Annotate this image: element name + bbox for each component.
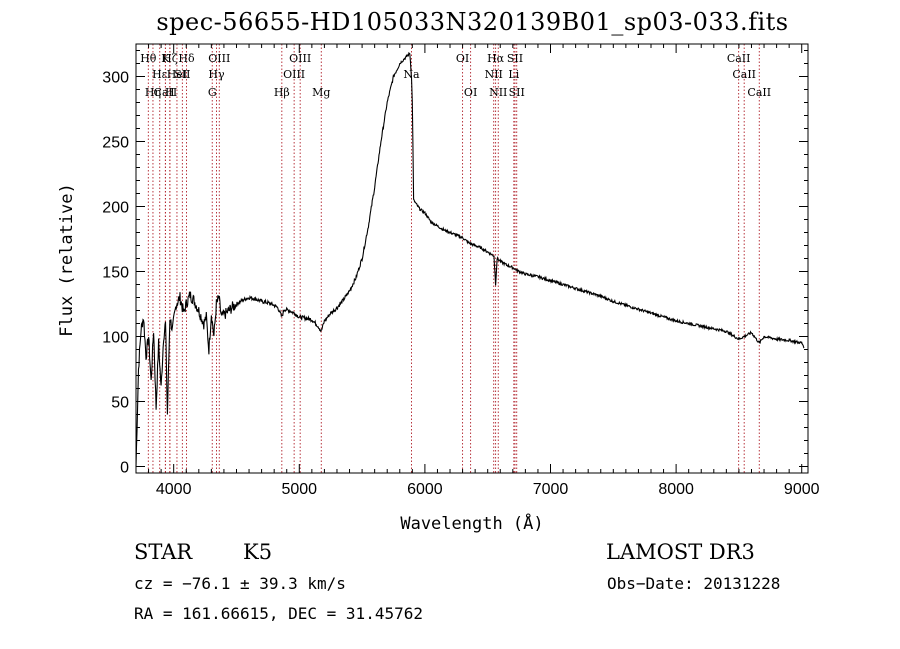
x-tick-label: 5000	[281, 481, 317, 498]
line-label: HeI	[167, 68, 187, 81]
line-label: CaII	[732, 68, 756, 81]
y-axis-label: Flux (relative)	[57, 183, 77, 337]
line-label: SII	[507, 52, 523, 65]
line-label: K	[161, 52, 170, 65]
line-label: Hη	[145, 86, 161, 99]
emission-line-markers	[147, 44, 760, 473]
line-label: Hδ	[178, 52, 195, 65]
y-tick-label: 50	[111, 395, 129, 412]
observation-date: Obs−Date: 20131228	[607, 574, 781, 593]
line-label: OI	[456, 52, 469, 65]
survey-name: LAMOST DR3	[606, 540, 755, 564]
line-label: G	[208, 86, 217, 99]
line-label: Mg	[312, 86, 330, 99]
line-label: OI	[464, 86, 477, 99]
line-label: NII	[485, 68, 503, 81]
object-class: STAR	[134, 540, 193, 564]
x-tick-label: 6000	[407, 481, 443, 498]
y-tick-label: 250	[102, 135, 129, 152]
x-tick-label: 8000	[658, 481, 694, 498]
y-axis-ticks: 0 50 100 150 200 250 300	[102, 50, 808, 477]
line-label: OIII	[208, 52, 230, 65]
y-tick-label: 300	[102, 70, 129, 87]
line-label: OIII	[283, 68, 305, 81]
y-tick-label: 150	[102, 265, 129, 282]
y-tick-label: 200	[102, 200, 129, 217]
x-axis-label: Wavelength (Å)	[400, 512, 543, 534]
ra-dec-coordinates: RA = 161.66615, DEC = 31.45762	[134, 604, 423, 623]
line-label: H	[165, 86, 175, 99]
line-label: CaII	[154, 86, 178, 99]
line-label: OIII	[289, 52, 311, 65]
y-tick-label: 0	[120, 460, 129, 477]
line-label: SII	[174, 68, 190, 81]
chart-title: spec-56655-HD105033N320139B01_sp03-033.f…	[156, 8, 789, 36]
plot-frame	[135, 43, 809, 474]
line-label: Hβ	[274, 86, 290, 99]
x-tick-label: 7000	[533, 481, 569, 498]
x-tick-label: 4000	[156, 481, 192, 498]
line-label: Li	[508, 68, 519, 81]
spectrum-line	[135, 51, 805, 467]
line-label: Hθ	[140, 52, 157, 65]
x-axis-ticks: 4000 5000 6000 7000 8000 9000	[135, 44, 820, 498]
x-tick-label: 9000	[784, 481, 820, 498]
emission-line-labels: CaII Hθ Hε Hη Hζ HeI K H Hδ SII OIII Hγ G Hβ OIII OIII M…	[140, 52, 771, 99]
line-label: CaII	[727, 52, 751, 65]
line-label: Hζ	[162, 52, 178, 65]
line-label: Hγ	[208, 68, 225, 81]
line-label: SII	[509, 86, 525, 99]
line-label: NII	[489, 86, 507, 99]
object-subclass: K5	[243, 540, 273, 564]
redshift-velocity: cz = −76.1 ± 39.3 km/s	[134, 574, 346, 593]
line-label: CaII	[747, 86, 771, 99]
line-label: Hε	[152, 68, 168, 81]
y-tick-label: 100	[102, 330, 129, 347]
line-label: Hα	[487, 52, 505, 65]
